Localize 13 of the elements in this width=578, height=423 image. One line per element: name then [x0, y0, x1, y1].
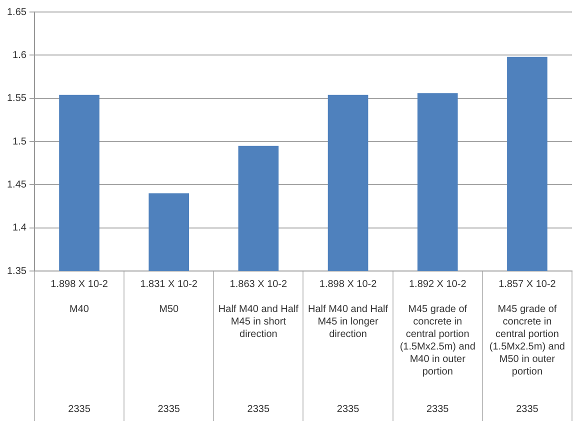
category-label: 1.863 X 10-2 Half M40 and Half M45 in short direction 2335: [218, 279, 298, 415]
category-label: 1.892 X 10-2 M45 grade of concrete in central portion (1.5Mx2.5m) and M40 in outer portion 2335: [400, 279, 476, 415]
y-tick-label: 1.45: [6, 179, 27, 190]
category-label: 1.898 X 10-2 Half M40 and Half M45 in longer direction 2335: [308, 279, 388, 415]
y-tick-label: 1.5: [12, 136, 27, 148]
category-label: 1.898 X 10-2 M40 2335: [50, 279, 108, 415]
category-label: 1.831 X 10-2 M50 2335: [140, 279, 198, 415]
y-tick-label: 1.35: [6, 266, 27, 277]
y-tick-label: 1.4: [12, 222, 27, 234]
y-tick-label: 1.55: [6, 93, 27, 104]
category-label: 1.857 X 10-2 M45 grade of concrete in central portion (1.5Mx2.5m) and M50 in outer portion 2335: [489, 279, 565, 415]
y-tick-label: 1.65: [6, 6, 27, 18]
y-tick-label: 1.6: [12, 50, 27, 61]
